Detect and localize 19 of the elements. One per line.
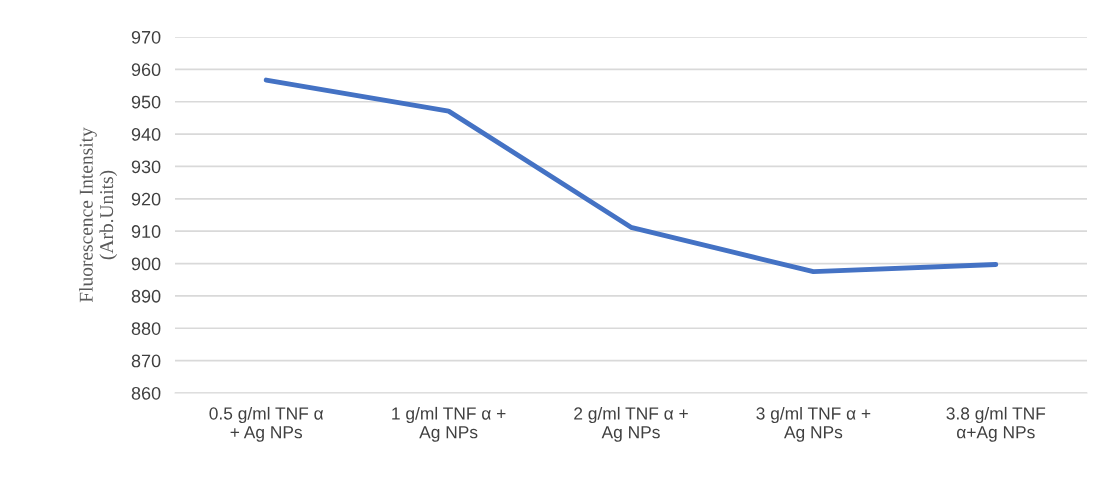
y-tick-label: 910 <box>131 225 161 238</box>
y-tick-label: 970 <box>131 30 161 44</box>
y-tick-label: 900 <box>131 257 161 271</box>
y-tick-label: 860 <box>131 386 161 400</box>
y-axis-title: Fluorescence Intensity (Arb.Units) <box>79 127 118 303</box>
x-tick-label: 3 g/ml TNF α + Ag NPs <box>756 406 871 442</box>
x-tick-label: 3.8 g/ml TNF α+Ag NPs <box>946 406 1046 442</box>
y-tick-label: 940 <box>131 128 161 141</box>
x-tick-label: 0.5 g/ml TNF α + Ag NPs <box>209 406 324 442</box>
x-tick-label: 2 g/ml TNF α + Ag NPs <box>574 406 688 442</box>
y-tick-label: 890 <box>131 289 161 303</box>
line-series <box>263 77 999 275</box>
y-tick-label: 930 <box>131 160 161 174</box>
y-tick-label: 960 <box>131 63 161 77</box>
x-tick-label: 1 g/ml TNF α + Ag NPs <box>392 406 506 442</box>
y-tick-label: 880 <box>131 322 161 335</box>
y-tick-label: 920 <box>131 192 161 206</box>
y-tick-label: 950 <box>131 95 161 109</box>
y-tick-label: 870 <box>131 354 161 368</box>
